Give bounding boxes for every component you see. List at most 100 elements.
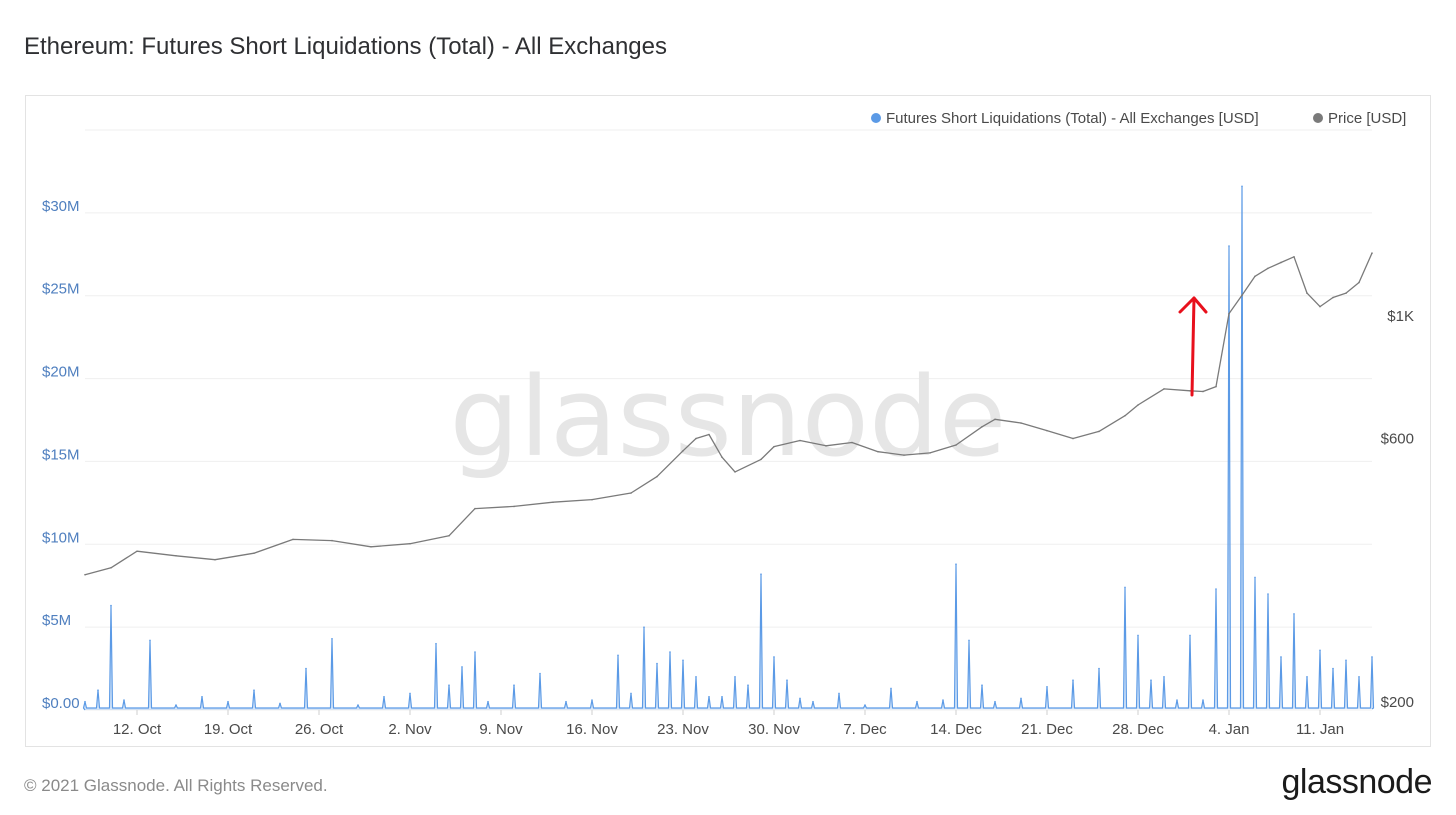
liquidations-point xyxy=(1280,656,1282,658)
price-point xyxy=(877,450,879,453)
price-point xyxy=(1228,312,1230,315)
legend-swatch-liquidations xyxy=(871,113,881,123)
liquidations-point xyxy=(669,651,671,653)
annotations xyxy=(1178,296,1208,397)
liquidations-point xyxy=(110,604,112,607)
price-point xyxy=(994,418,996,421)
liquidations-point xyxy=(1254,576,1256,579)
left-axis-tick-label: $20M xyxy=(42,364,80,381)
liquidations-point xyxy=(1020,697,1022,700)
x-tick-label: 4. Jan xyxy=(1209,721,1250,738)
liquidations-point xyxy=(916,700,918,703)
liquidations-point xyxy=(253,689,255,691)
liquidations-series xyxy=(82,185,1375,711)
price-point xyxy=(474,507,476,510)
liquidations-point xyxy=(1215,588,1217,590)
liquidations-point xyxy=(97,689,99,691)
x-tick-label: 26. Oct xyxy=(295,721,344,738)
liquidations-point xyxy=(747,684,749,686)
liquidations-point xyxy=(1202,699,1204,701)
liquidations-point xyxy=(331,637,333,640)
price-point xyxy=(1202,390,1204,393)
glassnode-logo[interactable]: glassnode xyxy=(1281,763,1432,801)
price-point xyxy=(136,550,138,553)
left-axis: $0.00 $5M $10M $15M $20M $25M $30M xyxy=(42,198,80,712)
liquidations-point xyxy=(1306,676,1308,678)
right-axis-tick-label: $200 xyxy=(1381,694,1414,711)
x-tick-label: 7. Dec xyxy=(843,721,887,738)
liquidations-point xyxy=(1241,185,1243,188)
price-point xyxy=(1072,437,1074,440)
price-point xyxy=(1306,292,1308,294)
left-axis-tick-label: $25M xyxy=(42,281,80,298)
liquidations-point xyxy=(474,651,476,653)
liquidations-point xyxy=(123,699,125,701)
legend-swatch-price xyxy=(1313,113,1323,123)
liquidations-point xyxy=(1150,679,1152,681)
liquidations-point xyxy=(1228,245,1230,247)
price-point xyxy=(682,450,684,452)
liquidations-point xyxy=(955,563,957,565)
price-point xyxy=(708,433,710,436)
price-point xyxy=(513,505,515,508)
liquidations-point xyxy=(1371,656,1373,658)
x-tick-label: 12. Oct xyxy=(113,721,162,738)
left-axis-tick-label: $0.00 xyxy=(42,695,80,712)
liquidations-point xyxy=(1098,667,1100,670)
right-axis-tick-label: $1K xyxy=(1387,308,1414,325)
liquidations-point xyxy=(565,700,567,703)
left-axis-tick-label: $15M xyxy=(42,446,80,463)
x-axis: 12. Oct 19. Oct 26. Oct 2. Nov 9. Nov 16. Nov… xyxy=(113,710,1344,738)
price-point xyxy=(630,492,632,494)
liquidations-point xyxy=(864,704,866,706)
left-axis-tick-label: $10M xyxy=(42,529,80,546)
liquidations-point xyxy=(435,642,437,645)
legend-label-price[interactable]: Price [USD] xyxy=(1328,110,1406,127)
x-tick-label: 2. Nov xyxy=(388,721,432,738)
liquidations-point xyxy=(513,684,515,686)
price-point xyxy=(1293,255,1295,258)
price-point xyxy=(292,538,294,541)
x-tick-label: 14. Dec xyxy=(930,721,982,738)
liquidations-point xyxy=(201,695,203,698)
price-point xyxy=(448,534,450,537)
price-point xyxy=(851,441,853,444)
liquidations-point xyxy=(643,626,645,628)
liquidations-point xyxy=(1137,634,1139,637)
price-point xyxy=(1332,296,1334,299)
price-point xyxy=(721,456,723,459)
legend-label-liquidations[interactable]: Futures Short Liquidations (Total) - All… xyxy=(886,110,1259,127)
x-tick-label: 9. Nov xyxy=(479,721,523,738)
liquidations-point xyxy=(357,704,359,706)
liquidations-point xyxy=(383,695,385,698)
liquidations-point xyxy=(1046,686,1048,688)
price-point xyxy=(1371,252,1373,254)
liquidations-point xyxy=(734,676,736,678)
liquidations-point xyxy=(1163,676,1165,678)
chart-frame xyxy=(25,95,1431,747)
liquidations-point xyxy=(890,687,892,690)
liquidations-point xyxy=(1267,593,1269,595)
price-series xyxy=(84,252,1373,576)
liquidations-point xyxy=(1319,649,1321,652)
liquidations-point xyxy=(760,573,762,575)
copyright-footer: © 2021 Glassnode. All Rights Reserved. xyxy=(24,776,328,795)
liquidations-point xyxy=(617,654,619,657)
price-point xyxy=(591,498,593,501)
x-tick-label: 16. Nov xyxy=(566,721,618,738)
liquidations-point xyxy=(84,700,86,703)
liquidations-point xyxy=(1189,634,1191,637)
price-point xyxy=(825,445,827,447)
liquidations-point xyxy=(227,700,229,703)
liquidations-point xyxy=(1124,586,1126,589)
left-axis-tick-label: $30M xyxy=(42,198,80,215)
liquidations-point xyxy=(786,679,788,681)
liquidations-point xyxy=(630,692,632,695)
price-point xyxy=(1345,292,1347,294)
liquidations-point xyxy=(591,699,593,701)
liquidations-point xyxy=(409,692,411,695)
price-point xyxy=(84,573,86,576)
liquidations-point xyxy=(682,659,684,662)
price-point xyxy=(1241,294,1243,297)
